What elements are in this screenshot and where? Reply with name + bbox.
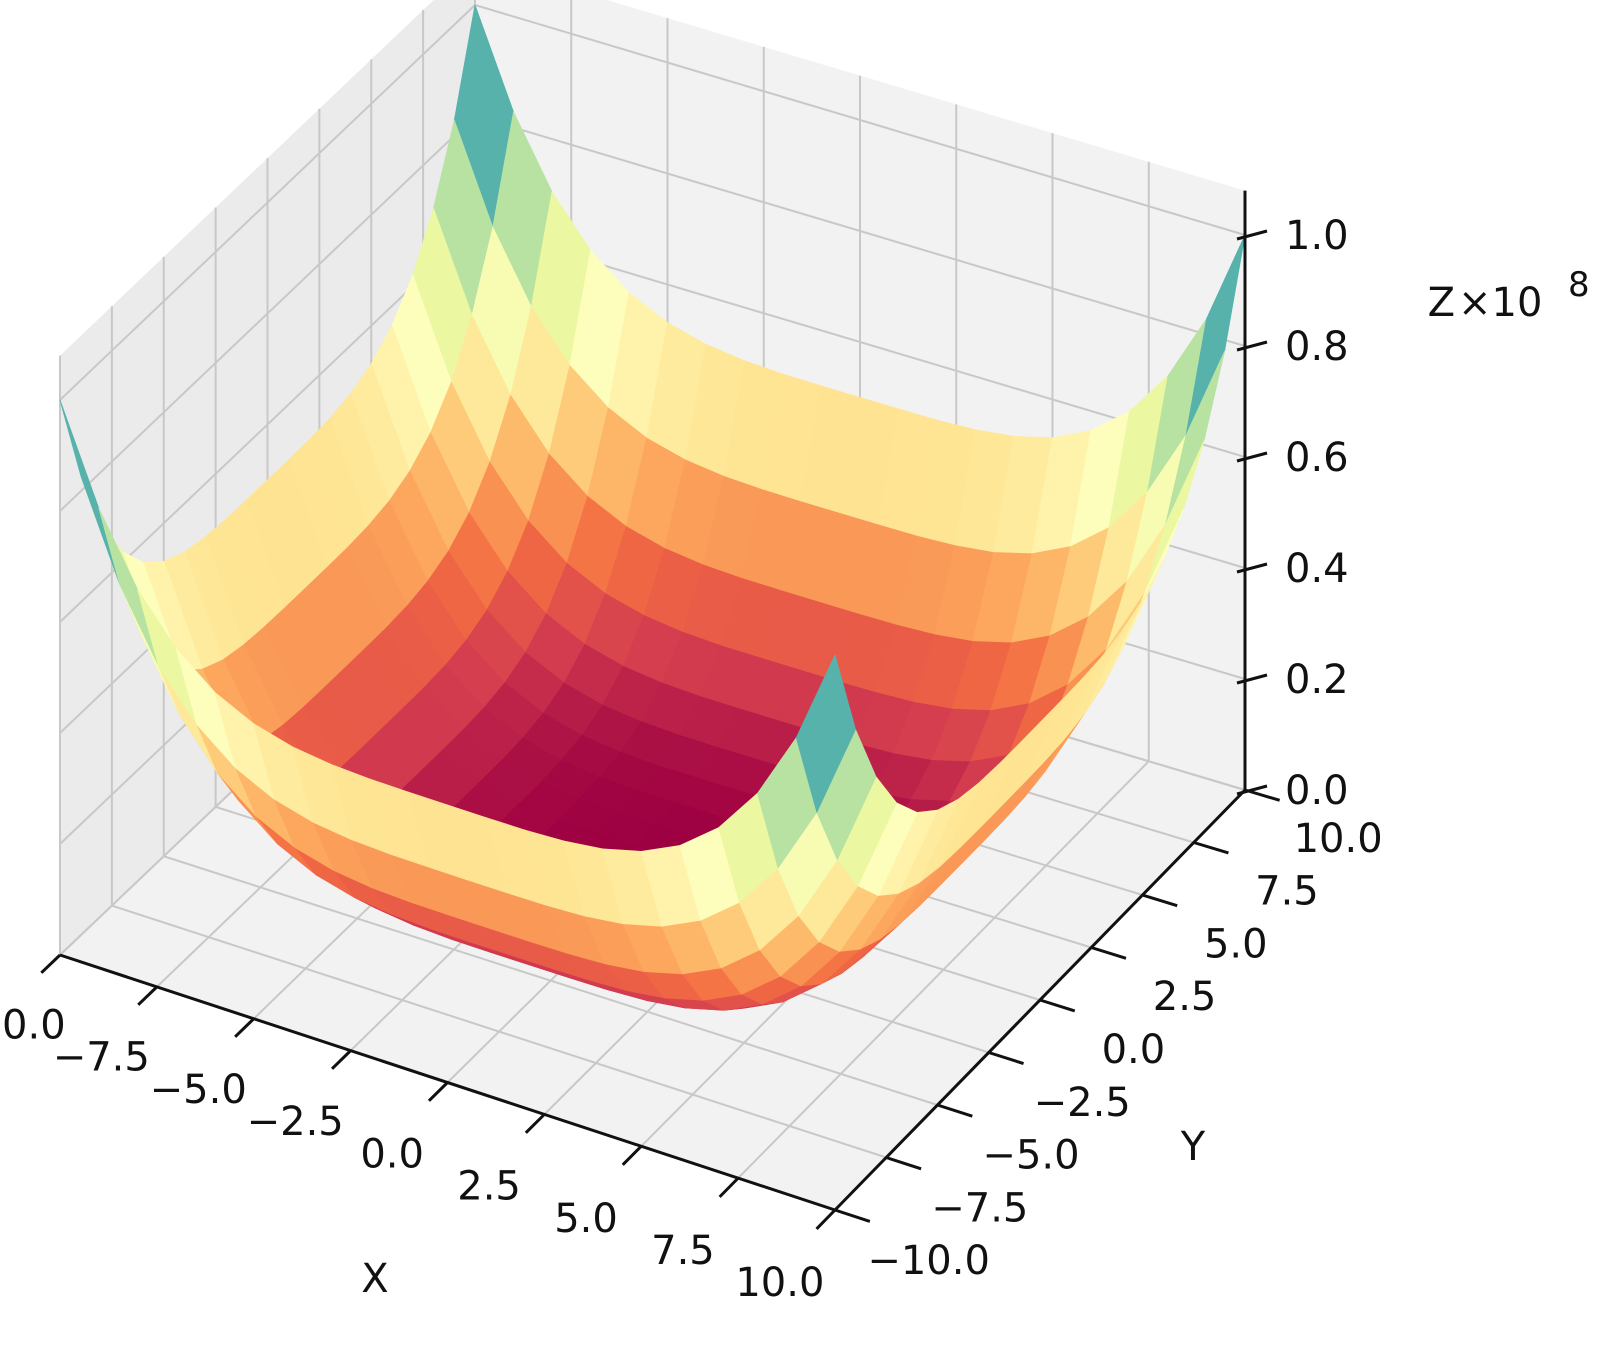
x-tick-label: 2.5 <box>457 1164 521 1210</box>
z-tick-label: 0.2 <box>1285 657 1349 703</box>
z-tick <box>1236 562 1268 574</box>
z-axis-exponent: 8 <box>1568 265 1590 305</box>
x-tick <box>137 985 158 1006</box>
y-tick <box>1090 946 1127 960</box>
x-tick-label: 0.0 <box>360 1131 424 1177</box>
x-tick <box>40 953 62 974</box>
x-tick-label: 5.0 <box>554 1196 618 1242</box>
y-axis-title: Y <box>1180 1124 1206 1170</box>
y-tick-label: 10.0 <box>1294 816 1383 862</box>
z-tick <box>1236 451 1268 463</box>
x-tick <box>621 1145 643 1166</box>
z-tick-label: 0.6 <box>1285 435 1349 481</box>
x-tick <box>427 1081 449 1102</box>
y-tick-label: 2.5 <box>1153 974 1217 1020</box>
surface-plot <box>59 4 1246 1011</box>
y-tick-label: −5.0 <box>982 1133 1079 1179</box>
z-axis-title: Z ×10 8 <box>1428 265 1590 326</box>
x-tick <box>718 1177 740 1198</box>
y-tick-label: −2.5 <box>1034 1080 1131 1126</box>
surface-patch <box>795 654 856 813</box>
z-tick-label: 0.0 <box>1285 768 1349 814</box>
y-tick-label: 7.5 <box>1255 869 1319 915</box>
x-tick-label: −7.5 <box>53 1035 150 1081</box>
y-tick <box>988 1051 1024 1065</box>
z-tick <box>1236 673 1268 685</box>
x-tick-label: −5.0 <box>150 1067 247 1113</box>
y-tick <box>1142 893 1178 908</box>
grid-line <box>474 115 1246 347</box>
z-tick <box>1236 340 1268 352</box>
x-tick <box>330 1049 352 1070</box>
z-axis-label: Z <box>1428 280 1455 326</box>
grid-line <box>59 115 476 512</box>
grid-line <box>59 4 476 401</box>
z-tick-label: 0.4 <box>1285 546 1349 592</box>
x-axis-title: X <box>361 1256 388 1302</box>
y-tick <box>1193 841 1229 855</box>
x-tick <box>234 1017 255 1038</box>
x-tick-label: −10.0 <box>0 1002 66 1048</box>
z-tick-label: 0.8 <box>1285 324 1349 370</box>
z-tick-label: 1.0 <box>1285 213 1349 259</box>
y-tick <box>1039 998 1076 1013</box>
x-tick-label: −2.5 <box>247 1099 344 1145</box>
x-tick <box>524 1113 546 1134</box>
y-tick <box>885 1156 922 1171</box>
y-tick-label: −10.0 <box>867 1238 990 1284</box>
x-tick <box>815 1208 837 1230</box>
y-tick-label: 5.0 <box>1204 921 1268 967</box>
tick-marks <box>40 229 1281 1230</box>
grid-line <box>737 760 1150 1179</box>
y-tick <box>937 1103 973 1118</box>
y-tick-label: −7.5 <box>931 1185 1028 1231</box>
x-tick-label: 7.5 <box>651 1228 715 1274</box>
tick-labels: −10.0−10.0−7.5−7.5−5.0−5.0−2.5−2.50.00.0… <box>0 213 1383 1306</box>
z-tick <box>1236 229 1268 241</box>
z-tick <box>1236 784 1268 796</box>
y-tick <box>834 1208 871 1223</box>
grid-line <box>474 4 1246 236</box>
y-tick-label: 0.0 <box>1102 1027 1166 1073</box>
x-tick-label: 10.0 <box>735 1260 824 1306</box>
z-axis-scale: ×10 <box>1458 280 1542 326</box>
